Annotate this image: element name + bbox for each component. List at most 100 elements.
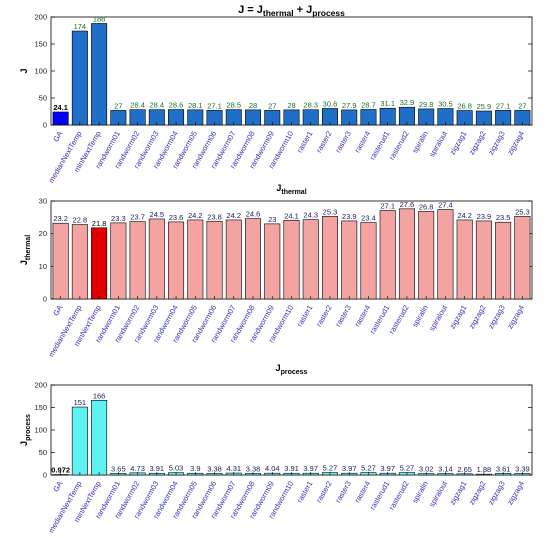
category-label: zigzag3 [486, 304, 507, 331]
data-label: 23 [268, 215, 276, 224]
category-label: spiralin [410, 304, 430, 329]
data-label: 2.65 [457, 465, 472, 474]
bar-randworm01 [110, 222, 127, 300]
data-label: 21.8 [92, 219, 107, 228]
bar-randworm05 [187, 219, 204, 300]
data-label: 24.1 [53, 103, 68, 112]
category-label: zigzag2 [467, 304, 488, 331]
data-label: 28.4 [150, 101, 165, 110]
data-label: 28.6 [169, 101, 184, 110]
data-label: 28.7 [361, 101, 376, 110]
data-label: 0.972 [51, 466, 70, 475]
y-tick-label: 50 [39, 448, 47, 457]
category-label: zigzag2 [467, 480, 488, 507]
data-label: 5.27 [400, 464, 415, 473]
category-label: raster2 [314, 304, 333, 329]
data-label: 24.3 [303, 211, 318, 220]
chart-panel-3: JprocessJprocess0501001502000.972GA151me… [19, 363, 533, 535]
category-label: spiralin [410, 480, 430, 505]
category-label: zigzag2 [467, 130, 488, 157]
y-tick-label: 200 [34, 13, 47, 22]
data-label: 27 [114, 101, 122, 110]
data-label: 23.7 [130, 213, 145, 222]
y-tick-label: 50 [39, 94, 47, 103]
category-label: zigzag3 [486, 130, 507, 157]
bar-randworm10 [283, 219, 300, 300]
data-label: 4.73 [130, 464, 145, 473]
plot-area [50, 16, 533, 126]
bar-minNextTemp [91, 227, 108, 300]
data-label: 24.2 [457, 211, 472, 220]
chart-panel-1: J = Jthermal + Jprocess J 0 50 100 150 200 24.1… [19, 4, 533, 185]
data-label: 28.1 [188, 101, 203, 110]
data-label: 27 [268, 101, 276, 110]
data-label: 30.5 [438, 100, 453, 109]
data-label: 23.3 [111, 214, 126, 223]
bar-spiralout [437, 209, 454, 300]
bar-GA [52, 222, 69, 300]
data-label: 30.6 [323, 99, 338, 108]
bar-randworm08 [245, 218, 262, 300]
data-label: 24.5 [150, 210, 165, 219]
category-label: zigzag4 [505, 480, 526, 507]
category-label: spiralin [410, 130, 430, 155]
category-label: GA [51, 304, 64, 318]
category-label: raster1 [295, 480, 314, 505]
data-label: 166 [93, 391, 106, 400]
category-label: raster4 [353, 480, 372, 505]
bar-randworm09 [264, 223, 281, 300]
bar-raster3 [341, 220, 358, 300]
data-label: 151 [74, 398, 87, 407]
data-label: 5.27 [361, 464, 376, 473]
category-label: raster2 [314, 130, 333, 155]
data-label: 28.5 [226, 101, 241, 110]
y-tick-label: 20 [39, 229, 47, 238]
data-label: 23.2 [53, 214, 68, 223]
bar-rasterud1 [379, 210, 396, 300]
data-label: 32.9 [400, 98, 415, 107]
bar-medianNextTemp [71, 30, 88, 126]
category-label: GA [51, 130, 64, 144]
data-label: 23.6 [169, 213, 184, 222]
bar-raster4 [360, 222, 377, 300]
bar-randworm04 [168, 221, 185, 300]
data-label: 26.8 [457, 102, 472, 111]
bar-minNextTemp [91, 399, 108, 476]
data-label: 188 [93, 14, 106, 23]
bar-raster2 [321, 216, 338, 300]
data-label: 29.8 [419, 100, 434, 109]
chart-title: J = Jthermal + Jprocess [238, 4, 345, 18]
category-label: zigzag1 [448, 304, 469, 331]
data-label: 3.91 [284, 464, 299, 473]
chart-panel-2: JthermalJthermal010203023.2GA22.8medianN… [19, 183, 533, 359]
data-label: 3.38 [246, 464, 261, 473]
bar-minNextTemp [91, 23, 108, 126]
category-label: raster4 [353, 130, 372, 155]
category-label: zigzag4 [505, 130, 526, 157]
data-label: 27.9 [342, 101, 357, 110]
data-label: 24.2 [226, 211, 241, 220]
bar-spiralin [418, 211, 435, 300]
y-tick-label: 200 [34, 381, 47, 390]
data-label: 23.9 [477, 212, 492, 221]
category-label: raster3 [333, 304, 352, 329]
bar-randworm07 [225, 219, 242, 300]
y-axis-label: Jprocess [19, 414, 32, 446]
bar-randworm03 [148, 218, 165, 300]
data-label: 27.1 [207, 101, 222, 110]
data-label: 3.65 [111, 464, 126, 473]
chart-title: Jthermal [276, 183, 306, 196]
data-label: 3.97 [342, 464, 357, 473]
category-label: spiralout [427, 129, 449, 159]
y-tick-label: 100 [34, 67, 47, 76]
category-label: raster4 [353, 304, 372, 329]
data-label: 25.9 [477, 102, 492, 111]
bar-zigzag3 [495, 221, 512, 300]
y-axis-label: Jthermal [19, 235, 32, 265]
y-tick-label: 0 [43, 121, 47, 130]
y-tick-label: 150 [34, 403, 47, 412]
category-label: raster1 [295, 304, 314, 329]
y-tick-label: 0 [43, 471, 47, 480]
data-label: 1.88 [477, 465, 492, 474]
data-label: 3.97 [303, 464, 318, 473]
